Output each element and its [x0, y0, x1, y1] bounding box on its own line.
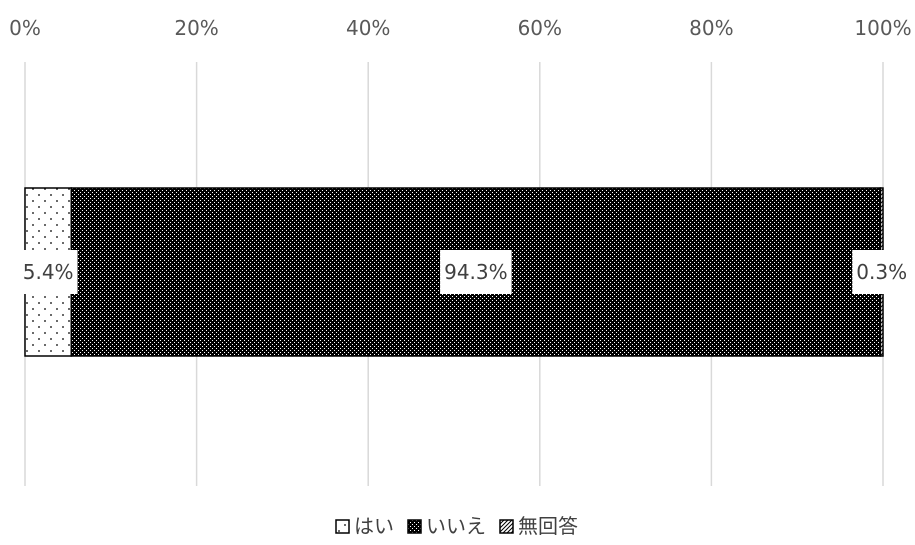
- x-tick-label: 40%: [346, 16, 390, 40]
- data-labels: 5.4% 94.3% 0.3%: [18, 250, 912, 294]
- legend-item-3: 無回答: [499, 514, 578, 538]
- data-label-background: [440, 250, 512, 294]
- data-label-3: 0.3%: [856, 260, 907, 284]
- x-tick-label: 0%: [9, 16, 41, 40]
- x-tick-label: 80%: [689, 16, 733, 40]
- legend-swatch: [407, 519, 422, 534]
- data-label-background: [852, 250, 912, 294]
- legend-item-1: はい: [335, 514, 394, 538]
- x-tick-label: 100%: [854, 16, 911, 40]
- data-label-background: [18, 250, 78, 294]
- legend-item-2: いいえ: [407, 514, 486, 538]
- legend-swatch: [335, 519, 350, 534]
- legend-label: 無回答: [518, 514, 578, 538]
- legend-label: いいえ: [426, 514, 486, 538]
- legend-label: はい: [354, 514, 394, 538]
- data-label-2: 94.3%: [444, 260, 508, 284]
- x-axis-tick-labels: 0% 20% 40% 60% 80% 100%: [9, 16, 911, 40]
- data-label-1: 5.4%: [23, 260, 74, 284]
- legend-swatch: [499, 519, 514, 534]
- legend: はい いいえ 無回答: [335, 514, 578, 538]
- x-tick-label: 60%: [518, 16, 562, 40]
- x-tick-label: 20%: [174, 16, 218, 40]
